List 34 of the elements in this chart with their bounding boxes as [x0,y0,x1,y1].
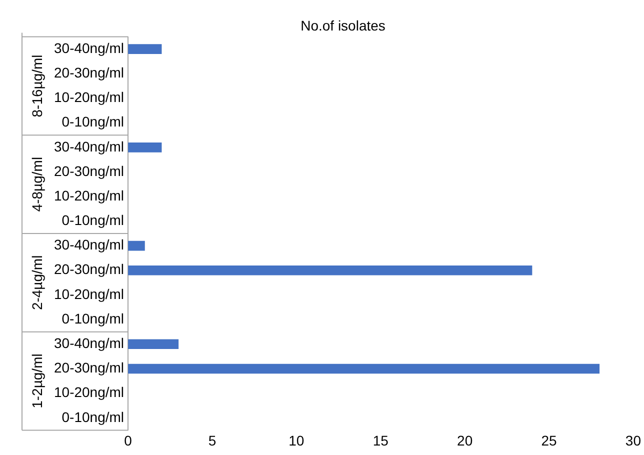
y-tick-label: 20-30ng/ml [54,261,124,278]
y-tick-label: 10-20ng/ml [54,89,124,106]
y-tick-label: 0-10ng/ml [62,212,124,228]
bar [128,142,162,152]
text: 1-2µg/ml [28,354,45,408]
y-tick-label: 20-30ng/ml [54,360,124,376]
bar [128,364,600,374]
x-tick-label: 5 [208,432,216,448]
x-tick-label: 15 [372,432,389,448]
y-tick-label: 0-10ng/ml [62,310,124,326]
bar [128,240,145,251]
text: 8-16µg/ml [28,54,45,118]
y-tick-label: 30-40ng/ml [54,335,124,352]
bar [128,265,532,276]
chart-title: No.of isolates [300,17,386,34]
x-tick-label: 25 [541,432,558,448]
y-tick-label: 30-40ng/ml [54,236,124,253]
y-tick-label: 0-10ng/ml [62,114,124,130]
x-tick-label: 0 [124,432,132,448]
bar [128,44,162,54]
y-tick-label: 10-20ng/ml [54,286,124,302]
x-tick-label: 30 [625,432,642,448]
y-tick-label: 20-30ng/ml [54,64,124,81]
bar [128,339,179,350]
x-tick-label: 10 [288,432,304,448]
y-tick-label: 30-40ng/ml [54,138,124,154]
text: 2-4µg/ml [28,255,45,310]
y-tick-label: 30-40ng/ml [54,40,124,56]
y-tick-label: 10-20ng/ml [54,187,124,204]
x-tick-label: 20 [457,432,473,448]
y-tick-label: 20-30ng/ml [54,162,124,179]
y-tick-label: 10-20ng/ml [54,384,124,400]
y-tick-label: 0-10ng/ml [62,408,124,425]
text: 4-8µg/ml [28,156,45,212]
